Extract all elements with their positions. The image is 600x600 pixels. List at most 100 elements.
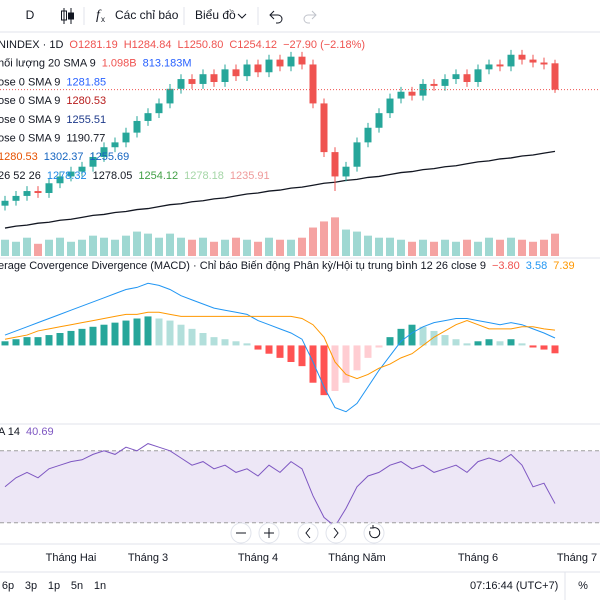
scroll-left-button[interactable] [297,522,319,544]
percent-scale-button[interactable]: % [578,580,588,592]
candle-body [551,63,559,90]
legend-item: 1278.32 [47,170,87,182]
candle-body [45,183,53,193]
fx-icon[interactable]: f [96,8,102,23]
volume-bar [331,217,339,256]
candle-body [375,113,383,128]
volume-bar [232,237,240,256]
zoom-out-button[interactable] [230,522,252,544]
volume-bar [320,221,328,256]
macd-histogram-bar [221,339,229,346]
legend-item: ose 0 SMA 9 [0,76,60,88]
candle-body [287,56,295,67]
macd-histogram-bar [188,328,196,346]
indicators-button[interactable]: Các chỉ báo [115,8,179,22]
legend-item: −27.90 (−2.18%) [283,39,365,51]
dropdown-chevron[interactable] [237,13,247,19]
volume-bar [78,239,86,256]
range-button[interactable]: 3p [25,580,37,592]
candle-body [441,79,449,86]
reset-button[interactable] [363,522,385,544]
volume-bar [166,233,174,256]
legend-line: 26 52 26 1278.32 1278.05 1254.12 1278.18 1235… [0,170,270,182]
candle-body [529,59,537,63]
candle-body [474,69,482,82]
legend-item: −3.80 [492,260,520,272]
candle-body [1,200,9,206]
candle-body [320,103,328,153]
candle-body [12,195,20,201]
macd-histogram-bar [210,337,218,346]
candle-body [166,88,174,104]
volume-bar [210,241,218,256]
candle-body [188,79,196,84]
candle-body [89,156,97,167]
volume-bar [45,239,53,256]
redo-button[interactable] [303,10,317,24]
x-tick-label: Tháng 3 [128,552,168,564]
macd-histogram-bar [529,345,537,348]
volume-bar [243,239,251,256]
legend-line: A 14 40.69 [0,426,54,438]
range-button[interactable]: 5n [71,580,83,592]
rsi-band [0,450,600,523]
macd-histogram-bar [474,341,482,346]
macd-histogram-bar [419,326,427,346]
volume-bar [419,239,427,256]
legend-line: NINDEX · 1D O1281.19 H1284.84 L1250.80 C1254… [0,39,365,51]
range-button[interactable]: 1n [94,580,106,592]
candle-body [133,120,141,133]
macd-histogram-bar [155,318,163,346]
candle-body [67,171,75,177]
interval-button[interactable]: D [26,8,35,22]
undo-button[interactable] [269,10,283,24]
volume-bar [199,237,207,256]
legend-item: A 14 [0,426,20,438]
macd-histogram-bar [111,322,119,346]
candle-body [452,74,460,80]
candle-body [34,191,42,193]
legend-item: 1255.51 [66,114,106,126]
legend-line: ose 0 SMA 9 1281.85 [0,76,106,88]
x-tick-label: Tháng 7 [557,552,597,564]
candle-body [463,74,471,82]
scroll-right-button[interactable] [325,522,347,544]
macd-histogram-bar [485,339,493,346]
macd-histogram-bar [1,341,9,346]
chart-style-button[interactable]: Biểu đồ [195,8,236,22]
legend-item: hối lượng 20 SMA 9 [0,58,96,70]
legend-line: ose 0 SMA 9 1190.77 [0,132,105,144]
range-button[interactable]: 1p [48,580,60,592]
volume-bar [551,233,559,256]
candle-body [122,132,130,143]
candle-body [540,62,548,65]
zoom-in-button[interactable] [258,522,280,544]
candle-body [232,69,240,77]
legend-item: 1254.12 [138,170,178,182]
volume-bar [177,237,185,256]
volume-bar [441,239,449,256]
volume-bar [276,239,284,256]
range-buttons: 6p 3p 1p 5n 1n [2,580,106,592]
candle-style-icon[interactable] [61,8,74,24]
macd-histogram-bar [23,337,31,346]
volume-bar [133,231,141,256]
range-button[interactable]: 6p [2,580,14,592]
volume-bar [155,237,163,256]
volume-bar [540,239,548,256]
macd-histogram-bar [243,343,251,346]
candle-body [485,64,493,70]
legend-item: 813.183M [143,58,192,70]
candle-body [254,64,262,73]
legend-item: 1281.85 [66,76,106,88]
macd-histogram-bar [45,335,53,346]
volume-bar [89,235,97,256]
legend-item: 1280.53 [0,151,38,163]
candle-body [353,142,361,167]
volume-bar [12,241,20,256]
candle-body [408,91,416,96]
legend-item: 1235.91 [230,170,270,182]
volume-bar [287,239,295,256]
candle-body [309,64,317,104]
legend-line: hối lượng 20 SMA 9 1.098B 813.183M [0,58,192,70]
